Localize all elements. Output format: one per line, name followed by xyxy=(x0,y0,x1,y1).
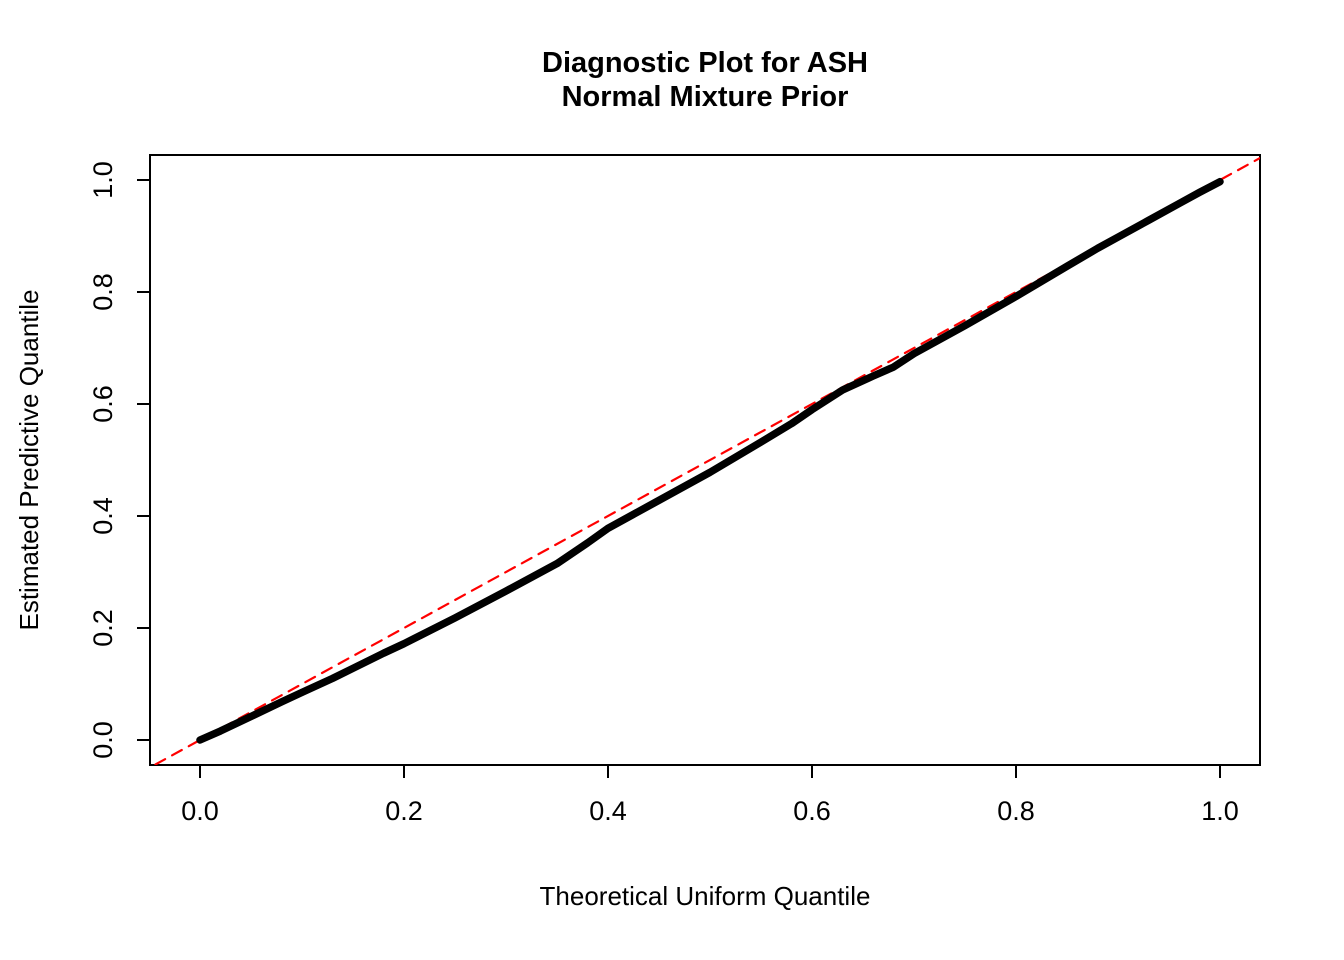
y-tick-label: 0.2 xyxy=(88,609,118,647)
plot-subtitle: Normal Mixture Prior xyxy=(562,81,849,113)
x-tick-label: 0.0 xyxy=(181,796,219,826)
plot-series xyxy=(152,156,1260,765)
plot-box xyxy=(149,154,1261,766)
x-tick-label: 1.0 xyxy=(1201,796,1239,826)
x-tick-label: 0.2 xyxy=(385,796,423,826)
x-axis-label: Theoretical Uniform Quantile xyxy=(540,881,871,911)
y-tick-label: 1.0 xyxy=(88,161,118,199)
estimated-predictive-quantiles xyxy=(196,177,1224,744)
y-tick-label: 0.0 xyxy=(88,721,118,759)
x-tick-label: 0.4 xyxy=(589,796,627,826)
x-tick-label: 0.8 xyxy=(997,796,1035,826)
plot-title: Diagnostic Plot for ASH xyxy=(542,47,868,79)
y-axis-label: Estimated Predictive Quantile xyxy=(14,289,44,630)
x-tick-label: 0.6 xyxy=(793,796,831,826)
y-tick-label: 0.6 xyxy=(88,385,118,423)
y-tick-label: 0.8 xyxy=(88,273,118,311)
y-tick-label: 0.4 xyxy=(88,497,118,535)
axis-ticks: 0.0 0.2 0.4 0.6 0.8 1.0 0.0 0.2 0.4 0.6 0.8 1.0 xyxy=(88,161,1239,826)
